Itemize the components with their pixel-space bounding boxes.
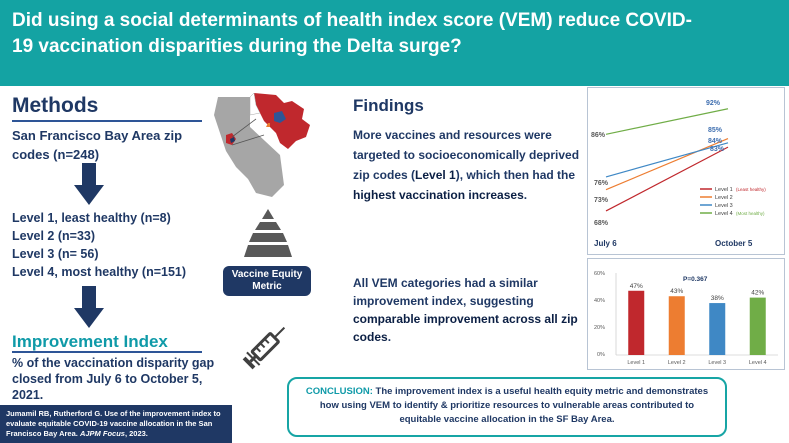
x-tick-label: July 6 — [594, 239, 617, 248]
data-label-level2-start: 73% — [594, 197, 609, 204]
vem-label-box: Vaccine Equity Metric — [223, 266, 311, 296]
citation-journal: AJPM Focus — [79, 429, 125, 438]
x-category-label: Level 1 — [627, 360, 645, 366]
methods-divider — [12, 120, 202, 122]
vaccination-line-chart: July 6 October 5 86% 76% 73% 68% 92% 85%… — [587, 87, 785, 255]
bar-value-label: 42% — [751, 290, 764, 297]
conclusion-text: The improvement index is a useful health… — [319, 386, 709, 425]
level-item: Level 2 (n=33) — [12, 229, 96, 243]
findings-emphasis: Level 1 — [415, 168, 456, 182]
conclusion-label: CONCLUSION: — [305, 386, 373, 397]
y-tick-label: 0% — [597, 352, 605, 358]
bar-chart-svg: 60% 40% 20% 0% P=0.367 47% Level 1 43% Leve… — [594, 271, 778, 366]
conclusion-box: CONCLUSION: The improvement index is a u… — [287, 377, 727, 437]
findings-emphasis: highest vaccination increases — [353, 188, 524, 202]
findings-paragraph-1: More vaccines and resources were targete… — [353, 125, 598, 205]
data-label-level4-start: 86% — [591, 132, 606, 139]
down-arrow-icon — [74, 286, 104, 328]
line-series-level1 — [605, 146, 729, 212]
findings-text: More vaccines and resources were targete… — [353, 128, 580, 182]
findings-text: All VEM categories had a similar improve… — [353, 276, 538, 308]
y-tick-label: 60% — [594, 271, 605, 277]
findings-heading: Findings — [353, 96, 424, 115]
down-arrow-icon — [74, 163, 104, 205]
legend-label-level4: Level 4 — [715, 211, 733, 217]
page-title: Did using a social determinants of healt… — [12, 10, 692, 57]
findings-emphasis: comparable improvement across all zip co… — [353, 312, 578, 344]
line-chart-svg: July 6 October 5 86% 76% 73% 68% 92% 85%… — [591, 100, 766, 248]
california-map-icon — [214, 93, 310, 197]
bar-value-label: 47% — [630, 283, 643, 290]
level-item: Level 1, least healthy (n=8) — [12, 211, 171, 225]
data-label-level3-start: 76% — [594, 180, 609, 187]
line-series-level2 — [605, 138, 729, 191]
bar-value-label: 43% — [670, 288, 683, 295]
x-category-label: Level 4 — [749, 360, 767, 366]
level-item: Level 4, most healthy (n=151) — [12, 265, 187, 279]
p-value-annotation: P=0.367 — [683, 276, 708, 283]
level-list: Level 1, least healthy (n=8) Level 2 (n=… — [12, 209, 186, 281]
title-banner: Did using a social determinants of healt… — [0, 0, 789, 86]
bar-2 — [668, 296, 685, 355]
improvement-bar-chart: 60% 40% 20% 0% P=0.367 47% Level 1 43% Leve… — [587, 258, 785, 370]
x-tick-label: October 5 — [715, 239, 753, 248]
level-item: Level 3 (n= 56) — [12, 247, 99, 261]
bar-3 — [709, 303, 726, 355]
improvement-heading: Improvement Index — [12, 332, 168, 351]
data-label-level4-end: 92% — [706, 100, 721, 107]
legend-note-level1: (Least healthy) — [736, 187, 766, 192]
pyramid-icon — [244, 209, 292, 257]
x-category-label: Level 3 — [708, 360, 726, 366]
findings-text: . — [387, 330, 392, 344]
methods-heading: Methods — [12, 94, 99, 117]
methods-sample: San Francisco Bay Area zip codes (n=248) — [12, 128, 183, 162]
bar-value-label: 38% — [711, 295, 724, 302]
improvement-divider — [12, 351, 202, 353]
legend-label-level2: Level 2 — [715, 195, 733, 201]
data-label-level3-end: 84% — [708, 138, 723, 145]
line-series-level3 — [605, 142, 729, 178]
legend-label-level3: Level 3 — [715, 203, 733, 209]
legend-label-level1: Level 1 — [715, 187, 733, 193]
citation-year: , 2023. — [124, 429, 148, 438]
citation-box: Jumamil RB, Rutherford G. Use of the imp… — [0, 405, 232, 443]
findings-paragraph-2: All VEM categories had a similar improve… — [353, 274, 598, 346]
citation-text: Jumamil RB, Rutherford G. Use of the imp… — [6, 409, 221, 438]
findings-text: . — [523, 188, 528, 202]
legend-note-level4: (Most healthy) — [736, 211, 765, 216]
x-category-label: Level 2 — [668, 360, 686, 366]
y-tick-label: 20% — [594, 325, 605, 331]
data-label-level2-end: 85% — [708, 127, 723, 134]
data-label-level1-end: 83% — [710, 146, 725, 153]
line-series-level4 — [605, 108, 729, 135]
findings-text: ), which then had the — [455, 168, 576, 182]
y-tick-label: 40% — [594, 298, 605, 304]
syringe-icon — [242, 326, 286, 370]
improvement-definition: % of the vaccination disparity gap close… — [12, 356, 215, 402]
data-label-level1-start: 68% — [594, 220, 609, 227]
bar-4 — [749, 297, 766, 355]
bar-1 — [628, 290, 645, 355]
